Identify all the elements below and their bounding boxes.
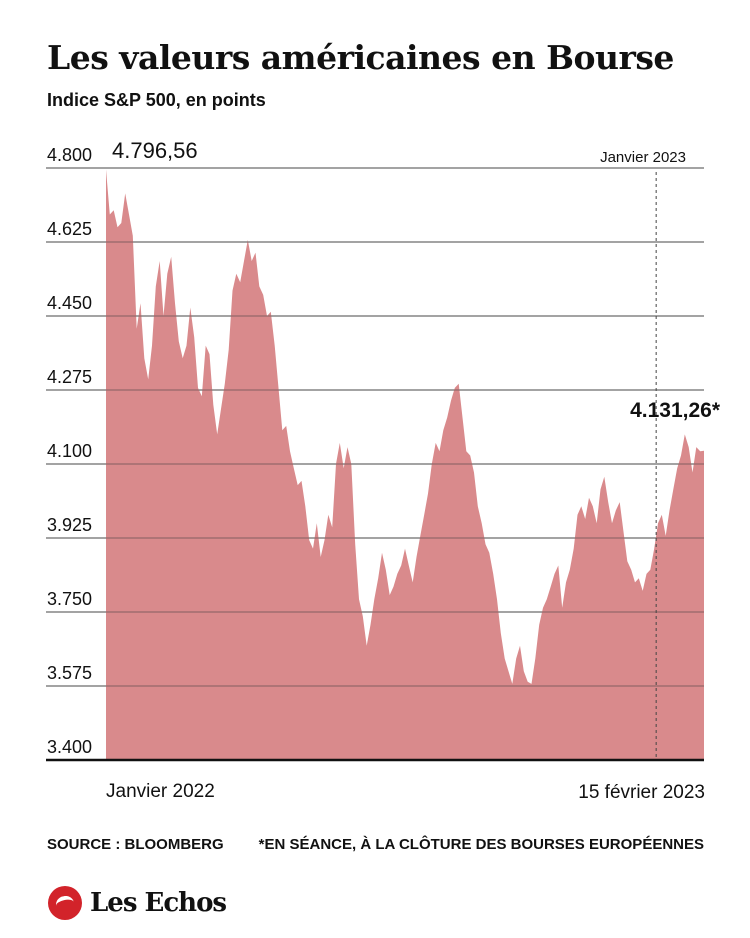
- chart-title: Les valeurs américaines en Bourse: [47, 38, 674, 77]
- end-value-label: 4.131,26*: [630, 399, 721, 422]
- y-tick-label: 3.575: [47, 663, 92, 683]
- x-axis-label-end: 15 février 2023: [578, 782, 705, 803]
- y-tick-label: 3.400: [47, 737, 92, 757]
- y-tick-label: 4.275: [47, 367, 92, 387]
- brand-name: Les Echos: [90, 888, 227, 918]
- y-axis-tick-labels: 4.800 4.625 4.450 4.275 4.100 3.925 3.750 3.575…: [47, 145, 92, 757]
- source-note: SOURCE : BLOOMBERG: [47, 836, 224, 853]
- sp500-area-series: [106, 169, 704, 760]
- y-tick-label: 4.800: [47, 145, 92, 165]
- y-tick-label: 3.925: [47, 515, 92, 535]
- footnote: *EN SÉANCE, À LA CLÔTURE DES BOURSES EUR…: [258, 836, 704, 853]
- gridlines-overlay: [46, 167, 704, 687]
- les-echos-logo: Les Echos: [48, 886, 227, 920]
- chart-subtitle: Indice S&P 500, en points: [47, 90, 266, 110]
- y-tick-label: 3.750: [47, 589, 92, 609]
- marker-label: Janvier 2023: [600, 149, 686, 166]
- x-axis-label-start: Janvier 2022: [106, 781, 215, 802]
- les-echos-mark-icon: [48, 886, 82, 920]
- y-tick-label: 4.450: [47, 293, 92, 313]
- y-tick-label: 4.625: [47, 219, 92, 239]
- start-value-label: 4.796,56: [112, 138, 198, 163]
- y-tick-label: 4.100: [47, 441, 92, 461]
